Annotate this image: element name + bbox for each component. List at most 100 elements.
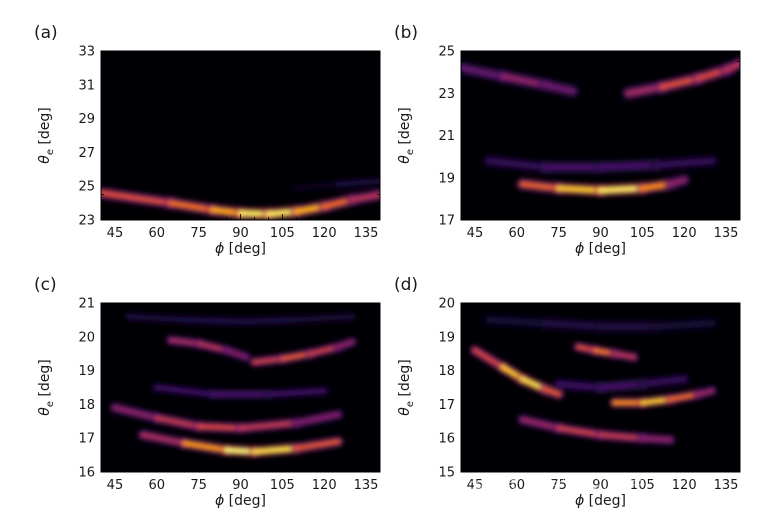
panel-label-d: (d) — [394, 275, 418, 295]
x-tick-label-b: 90 — [592, 226, 609, 241]
band-core-b-0-1 — [555, 185, 604, 194]
band-core-d-3-3 — [639, 435, 673, 443]
band-core-b-2-0 — [461, 64, 507, 80]
x-tick-label-b: 60 — [509, 226, 526, 241]
y-tick-label-b: 23 — [438, 87, 455, 102]
band-core-d-3-1 — [555, 425, 604, 438]
panel-label-c: (c) — [34, 275, 57, 295]
band-core-b-2-2 — [541, 81, 576, 95]
band-core-d-5-1 — [541, 319, 604, 331]
y-tick-label-c: 20 — [78, 330, 95, 345]
x-tick-label-d: 60 — [509, 478, 526, 493]
x-tick-label-a: 135 — [354, 226, 379, 241]
band-core-c-1-4 — [293, 411, 341, 426]
x-tick-label-a: 45 — [107, 226, 124, 241]
band-core-c-1-3 — [237, 420, 300, 431]
y-tick-label-c: 21 — [78, 297, 95, 312]
x-tick-label-c: 60 — [149, 478, 166, 493]
band-core-d-2-3 — [695, 388, 715, 397]
y-tick-label-b: 17 — [438, 214, 455, 229]
panel-a: (a) 45 60 75 90 105 120 135 23 25 27 29 31 33 ϕ [deg]… — [34, 23, 381, 257]
band-core-a-0-0 — [101, 190, 174, 207]
band-core-d-3-0 — [519, 416, 562, 431]
band-core-b-2-1 — [499, 73, 548, 88]
band-core-c-0-3 — [251, 445, 300, 455]
y-tick-label-a: 29 — [78, 112, 95, 127]
x-tick-label-b: 135 — [714, 226, 739, 241]
y-tick-label-b: 21 — [438, 129, 455, 144]
x-tick-label-a: 105 — [270, 226, 295, 241]
band-core-c-1-0 — [112, 405, 160, 421]
band-core-b-1-0 — [485, 157, 548, 171]
x-tick-label-d: 135 — [714, 478, 739, 493]
y-axis-label-c: θe [deg] — [37, 359, 56, 416]
x-tick-label-b: 105 — [630, 226, 655, 241]
band-core-d-3-2 — [597, 432, 646, 441]
y-tick-label-a: 31 — [78, 78, 95, 93]
y-tick-label-c: 19 — [78, 364, 95, 379]
x-tick-label-a: 90 — [232, 226, 249, 241]
y-tick-label-d: 17 — [438, 398, 455, 413]
y-tick-label-d: 15 — [438, 466, 455, 481]
y-tick-label-b: 19 — [438, 171, 455, 186]
band-core-d-0-3 — [541, 386, 562, 397]
band-core-d-4-0 — [555, 381, 604, 391]
y-tick-label-d: 18 — [438, 364, 455, 379]
x-tick-label-c: 135 — [354, 478, 379, 493]
heatmap-bands-c — [109, 310, 358, 458]
y-tick-label-b: 25 — [438, 45, 455, 60]
band-core-b-0-4 — [667, 176, 688, 188]
x-tick-label-b: 120 — [672, 226, 697, 241]
band-core-c-0-4 — [293, 438, 341, 452]
x-tick-label-a: 75 — [190, 226, 207, 241]
band-core-c-4-3 — [335, 339, 355, 350]
band-core-a-0-1 — [167, 200, 216, 213]
y-axis-label-a: θe [deg] — [37, 107, 56, 164]
x-tick-label-a: 60 — [149, 226, 166, 241]
heatmap-bands-b — [461, 56, 740, 197]
band-core-c-5-3 — [293, 313, 355, 323]
y-tick-label-a: 23 — [78, 214, 95, 229]
band-core-c-5-1 — [182, 317, 244, 325]
band-core-a-1-0 — [293, 181, 341, 191]
y-tick-label-c: 16 — [78, 466, 95, 481]
band-core-c-5-2 — [237, 317, 299, 325]
band-core-d-5-3 — [652, 319, 716, 331]
band-core-a-1-1 — [335, 178, 380, 188]
band-core-c-1-1 — [154, 415, 202, 430]
watermark-text: 公众号 · 光学加工小助手 — [470, 474, 645, 493]
x-tick-label-d: 120 — [672, 478, 697, 493]
x-tick-label-c: 120 — [312, 478, 337, 493]
x-tick-label-c: 75 — [190, 478, 207, 493]
band-core-b-1-2 — [597, 161, 660, 171]
panel-label-b: (b) — [394, 23, 418, 43]
band-core-a-0-7 — [349, 191, 380, 203]
x-tick-label-c: 45 — [107, 478, 124, 493]
x-axis-label-a: ϕ [deg] — [215, 241, 266, 257]
y-tick-label-d: 16 — [438, 432, 455, 447]
panel-c: (c) 45 60 75 90 105 120 135 16 17 18 19 20 21 ϕ [deg]… — [34, 275, 381, 509]
x-axis-label-c: ϕ [deg] — [215, 493, 266, 509]
band-core-d-4-1 — [597, 381, 646, 391]
y-tick-label-a: 25 — [78, 180, 95, 195]
y-tick-label-d: 20 — [438, 297, 455, 312]
panel-d: (d) 45 60 75 90 105 120 135 15 16 17 18 19 20 ϕ [deg]… — [394, 275, 741, 509]
panel-b: (b) 45 60 75 90 105 120 135 17 19 21 23 25 ϕ [deg] θe… — [394, 23, 741, 257]
band-core-d-4-2 — [639, 376, 688, 388]
y-tick-label-a: 33 — [78, 45, 95, 60]
band-core-c-2-0 — [154, 384, 216, 397]
x-tick-label-d: 90 — [592, 478, 609, 493]
y-axis-label-d: θe [deg] — [397, 359, 416, 416]
x-tick-label-d: 75 — [550, 478, 567, 493]
x-axis-label-b: ϕ [deg] — [575, 241, 626, 257]
x-tick-label-a: 120 — [312, 226, 337, 241]
band-core-c-5-0 — [126, 313, 188, 323]
y-axis-label-b: θe [deg] — [397, 107, 416, 164]
band-core-c-2-2 — [265, 388, 327, 397]
y-tick-label-a: 27 — [78, 146, 95, 161]
x-axis-label-d: ϕ [deg] — [575, 493, 626, 509]
heatmap-bands-d — [469, 312, 720, 446]
band-core-b-3-3 — [722, 60, 740, 74]
panel-label-a: (a) — [34, 23, 58, 43]
